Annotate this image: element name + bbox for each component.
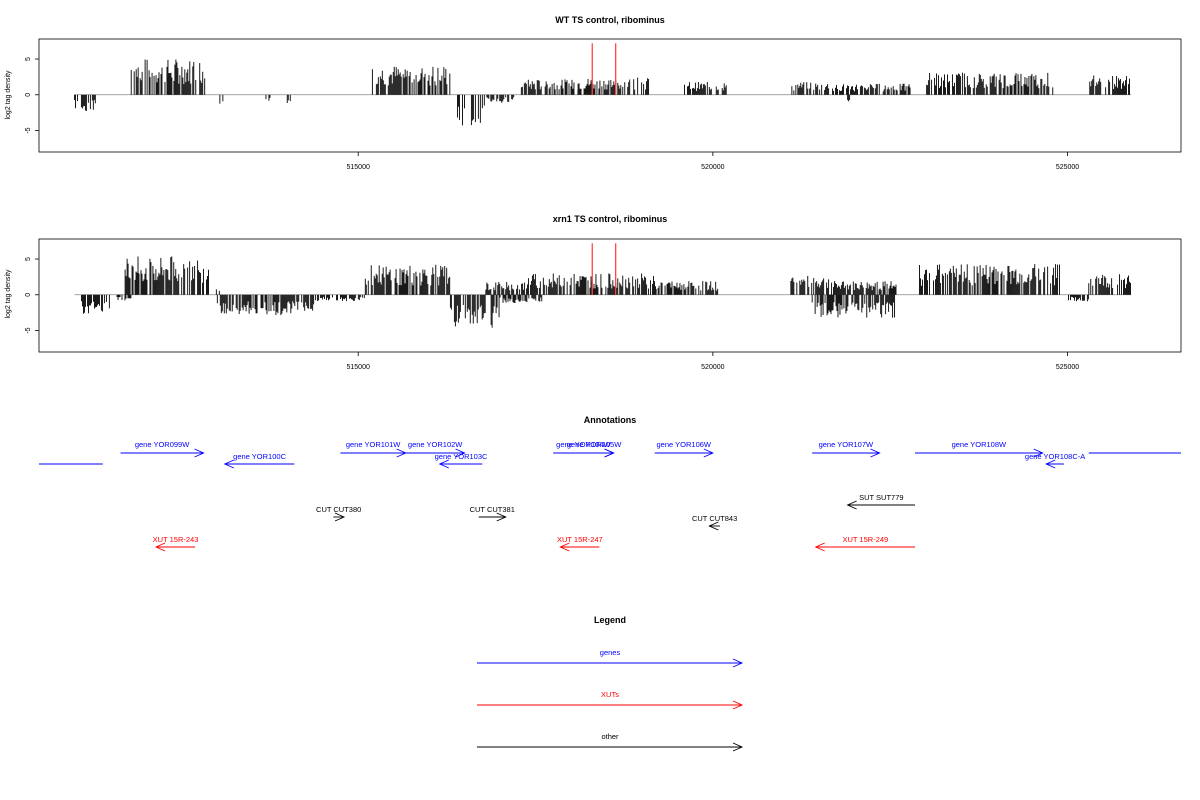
wt-x-tick-label: 525000 [1056,164,1079,171]
annotation-arrow [574,448,615,458]
wt-chart-panel: WT TS control, ribominus log2 tag densit… [5,15,1182,171]
wt-y-tick-label: 5 [25,57,32,61]
annotation-label: CUT CUT843 [692,514,737,523]
annotation-label: XUT 15R-247 [557,535,603,544]
annotation-label: gene YOR100C [233,452,286,461]
wt-y-axis-label: log2 tag density [5,70,12,120]
wt-y-tick-label: 0 [25,93,32,97]
annotation-arrow [814,542,916,552]
annotation-label: SUT SUT779 [859,493,903,502]
legend-title: Legend [594,615,626,625]
annotation-arrow [223,459,295,469]
annotation-label: gene YOR105W [567,440,622,449]
annotation-arrow [405,448,466,458]
xrn1-y-tick-label: 5 [25,257,32,261]
legend-label-xuts: XUTs [601,690,619,699]
annotation-arrow [333,512,346,522]
xrn1-y-axis-label: log2 tag density [5,269,12,319]
xrn1-y-tick-label: -5 [25,327,32,333]
wt-chart-title: WT TS control, ribominus [555,15,665,25]
legend-arrow-other [477,742,744,752]
annotation-arrow [154,542,196,552]
wt-y-tick-label: -5 [25,127,32,133]
annotation-label: gene YOR108C-A [1025,452,1085,461]
annotation-label: gene YOR103C [435,452,488,461]
annotation-arrow [340,448,407,458]
wt-x-tick-label: 515000 [347,164,370,171]
wt-x-tick-label: 520000 [701,164,724,171]
annotation-label: gene YOR104W [556,440,611,449]
wt-density-bars [74,59,1130,126]
annotation-arrow [559,542,600,552]
annotation-arrow [438,459,483,469]
xrn1-chart-panel: xrn1 TS control, ribominus log2 tag dens… [5,214,1182,371]
xrn1-plot-frame [38,238,1182,353]
annotation-arrow [120,448,205,458]
legend-arrow-xuts [477,700,744,710]
legend: Legend genes XUTs other [477,615,744,752]
annotation-arrow [812,448,881,458]
annotations-title: Annotations [584,415,637,425]
annotation-label: gene YOR099W [135,440,190,449]
annotation-label: gene YOR102W [408,440,463,449]
annotation-arrow [478,512,507,522]
annotation-label: gene YOR107W [819,440,874,449]
xrn1-x-tick-label: 525000 [1056,364,1079,371]
annotation-label: gene YOR108W [952,440,1007,449]
wt-plot-frame [38,38,1182,153]
annotation-arrow [1045,459,1064,469]
annotation-label: gene YOR101W [346,440,401,449]
annotation-arrow [846,500,916,510]
annotation-label: XUT 15R-249 [842,535,888,544]
xrn1-x-tick-label: 520000 [701,364,724,371]
annotation-label: CUT CUT380 [316,505,361,514]
xrn1-chart-title: xrn1 TS control, ribominus [553,214,668,224]
annotation-label: CUT CUT381 [470,505,515,514]
legend-label-genes: genes [600,648,621,657]
annotation-arrow [708,521,720,531]
annotation-arrow [915,448,1044,458]
annotation-arrow [654,448,714,458]
legend-label-other: other [601,732,619,741]
annotation-label: gene YOR106W [657,440,712,449]
legend-arrow-genes [477,658,744,668]
xrn1-density-bars [81,256,1131,328]
annotations-track: Annotations gene YOR099W gene YOR100C gene… [39,415,1181,552]
xrn1-y-tick-label: 0 [25,293,32,297]
annotation-label: XUT 15R-243 [153,535,199,544]
xrn1-x-tick-label: 515000 [347,364,370,371]
